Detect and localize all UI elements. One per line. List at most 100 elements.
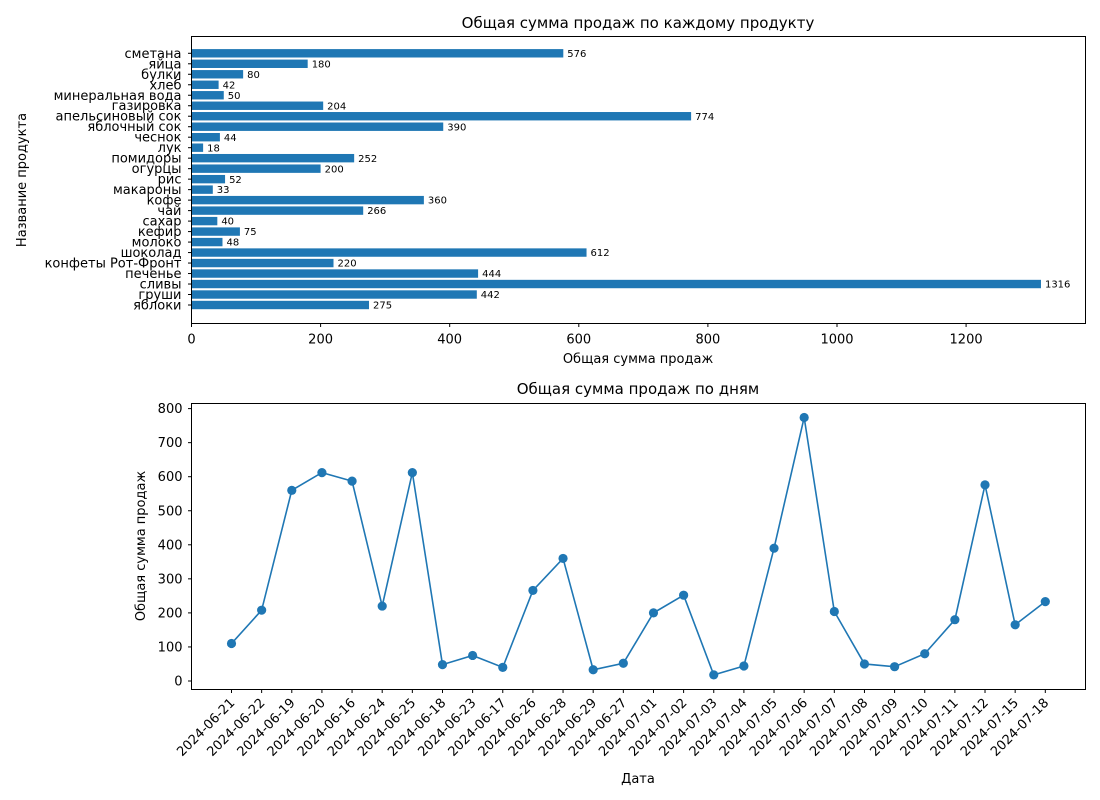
line-point-item-14 [648, 608, 659, 618]
line-point-item-17 [739, 661, 749, 671]
line-point-item-4 [347, 476, 357, 486]
line-point-item-20 [829, 606, 839, 617]
line-chart-x-axis-label: Дата [621, 772, 655, 787]
bar-item-6 [191, 237, 223, 247]
bar-item-16 [191, 133, 220, 142]
bar-y-tick-label-item-11: макароны [113, 183, 182, 198]
bar-x-tick-label-5: 1000 [820, 333, 853, 348]
line-point-item-7 [437, 660, 448, 670]
bar-data-label-item-23: 180 [312, 59, 331, 70]
line-point-item-11 [558, 553, 568, 564]
bar-y-tick-label-item-17: яблочный сок [87, 120, 181, 135]
bar-x-tick-label-2: 400 [437, 333, 462, 348]
bar-y-tick-label-item-7: кефир [138, 225, 182, 240]
bar-item-21 [191, 80, 219, 89]
bar-data-label-item-22: 80 [247, 70, 260, 81]
bar-data-label-item-2: 1316 [1045, 280, 1070, 291]
bar-chart-products: Общая сумма продаж по каждому продукту 2… [15, 14, 1086, 367]
bar-item-24 [191, 49, 564, 58]
bar-chart-x-ticks: 0 200 400 600 800 1000 1200 [187, 323, 983, 348]
bar-y-tick-label-item-16: чеснок [134, 131, 181, 146]
bar-y-tick-label-item-21: хлеб [149, 78, 181, 93]
bar-item-8 [191, 216, 218, 226]
bar-item-9 [191, 206, 364, 215]
line-point-item-23 [920, 649, 930, 659]
bar-y-tick-label-item-10: кофе [147, 194, 182, 209]
bar-data-label-item-16: 44 [224, 133, 237, 144]
line-point-item-2 [287, 485, 297, 495]
bar-data-label-item-19: 204 [327, 101, 346, 112]
bar-y-tick-label-item-6: молоко [132, 236, 182, 251]
bar-data-label-item-0: 275 [373, 301, 392, 312]
line-y-tick-label-0: 0 [174, 674, 182, 689]
bar-data-label-item-4: 220 [338, 259, 357, 270]
line-y-tick-label-6: 600 [158, 470, 183, 485]
line-point-item-24 [950, 615, 960, 625]
bar-data-label-item-13: 200 [325, 164, 344, 175]
bar-chart-plot-frame [191, 36, 1086, 324]
bar-item-10 [191, 195, 424, 205]
line-point-item-9 [498, 662, 508, 672]
bar-chart-bars [191, 49, 1041, 310]
bar-data-label-item-12: 52 [229, 175, 242, 186]
bar-item-1 [191, 290, 477, 299]
bar-item-5 [191, 248, 587, 257]
bar-y-tick-label-item-8: сахар [142, 215, 181, 230]
bar-chart-y-axis-label: Название продукта [15, 113, 30, 247]
bar-data-label-item-17: 390 [447, 122, 466, 133]
bar-item-3 [191, 269, 479, 278]
bar-item-15 [191, 143, 204, 152]
bar-y-tick-label-item-13: огурцы [132, 162, 182, 177]
line-chart-x-ticks: 2024-06-212024-06-222024-06-192024-06-20… [174, 689, 1052, 760]
bar-y-tick-label-item-2: сливы [140, 278, 182, 293]
line-point-item-19 [799, 412, 809, 423]
line-y-tick-label-3: 300 [158, 572, 183, 587]
bar-y-tick-label-item-22: булки [141, 68, 181, 83]
bar-data-label-item-20: 50 [228, 91, 241, 102]
line-point-item-27 [1040, 597, 1050, 607]
line-chart-series-line [230, 417, 1046, 676]
line-point-item-10 [528, 585, 538, 596]
bar-item-17 [191, 122, 444, 131]
line-y-tick-label-8: 800 [158, 402, 183, 417]
bar-y-tick-label-item-20: минеральная вода [54, 89, 182, 104]
bar-item-19 [191, 101, 324, 110]
bar-item-4 [191, 258, 334, 268]
bar-item-22 [191, 70, 244, 79]
bar-y-tick-label-item-4: конфеты Рот-Фронт [45, 257, 182, 272]
bar-y-tick-label-item-3: печенье [125, 267, 181, 282]
line-chart-title: Общая сумма продаж по дням [517, 380, 760, 398]
line-y-tick-label-1: 100 [158, 640, 183, 655]
bar-y-tick-label-item-5: шоколад [121, 246, 182, 261]
bar-data-label-item-8: 40 [221, 217, 234, 228]
bar-data-label-item-14: 252 [358, 154, 377, 165]
bar-data-label-item-24: 576 [567, 49, 586, 60]
line-chart-plot-frame [191, 403, 1086, 690]
bar-y-tick-label-item-19: газировка [112, 99, 182, 114]
bar-y-tick-label-item-14: помидоры [111, 152, 181, 167]
bar-chart-title: Общая сумма продаж по каждому продукту [462, 14, 815, 32]
bar-item-14 [191, 153, 355, 163]
line-point-item-13 [618, 658, 628, 668]
bar-data-label-item-5: 612 [591, 248, 610, 259]
bar-y-tick-label-item-0: яблоки [133, 299, 181, 314]
bar-item-13 [191, 164, 321, 173]
bar-x-tick-label-3: 600 [566, 333, 591, 348]
bar-item-2 [191, 279, 1041, 289]
line-point-item-3 [317, 468, 327, 478]
bar-y-tick-label-item-15: лук [158, 141, 182, 156]
bar-y-tick-label-item-24: сметана [125, 47, 182, 62]
bar-item-7 [191, 227, 240, 236]
bar-item-20 [191, 91, 224, 100]
bar-x-tick-label-6: 1200 [950, 333, 983, 348]
bar-data-label-item-15: 18 [207, 143, 220, 154]
bar-x-tick-label-1: 200 [308, 333, 333, 348]
line-chart-points [226, 412, 1050, 680]
line-point-item-18 [769, 543, 779, 553]
bar-data-label-item-11: 33 [217, 185, 230, 196]
line-point-item-16 [709, 670, 719, 680]
bar-data-label-item-7: 75 [244, 227, 257, 238]
bar-y-tick-label-item-12: рис [158, 173, 182, 188]
line-point-item-25 [980, 480, 990, 490]
